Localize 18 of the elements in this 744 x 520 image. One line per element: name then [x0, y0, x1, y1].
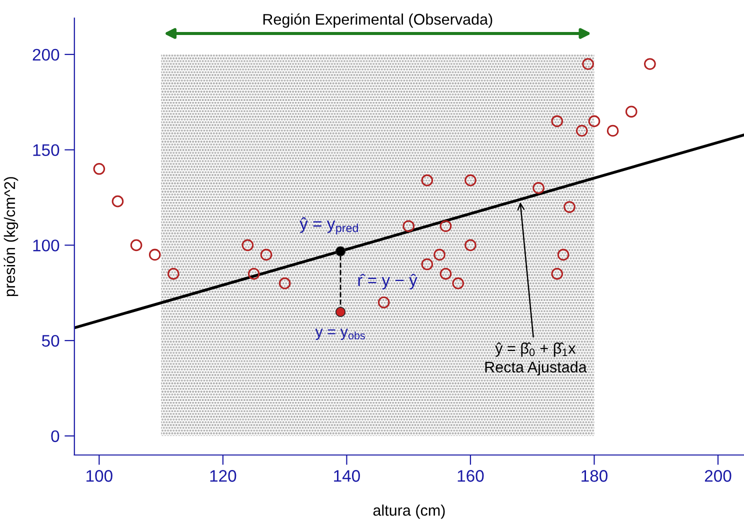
x-axis-title: altura (cm) — [373, 504, 445, 519]
annotation: ŷ = β̂$_{0}$ + β̂$_{1}$x Recta Ajustada — [485, 342, 587, 376]
y-tick-label: 200 — [32, 48, 60, 61]
y-tick-label: 50 — [42, 334, 60, 347]
x-tick-label: 200 — [704, 470, 732, 482]
y-tick-label: 150 — [33, 144, 60, 156]
y-axis-title: presión (kg/cm^2) — [4, 177, 18, 296]
annotation: ŷ = y$_{pred}$ — [300, 217, 358, 234]
y-tick-label: 0 — [51, 430, 60, 442]
annotation: y = y$_{obs}$ — [315, 328, 365, 340]
x-tick-label: 100 — [86, 470, 112, 482]
x-tick-label: 180 — [582, 470, 608, 482]
annotation: r̂ = y − ŷ — [358, 274, 418, 290]
y-tick-label: 100 — [33, 240, 60, 252]
x-tick-label: 160 — [458, 470, 484, 482]
band-label: Región Experimental (Observada) — [263, 13, 492, 28]
x-tick-label: 120 — [210, 470, 236, 482]
x-tick-label: 140 — [334, 470, 360, 482]
